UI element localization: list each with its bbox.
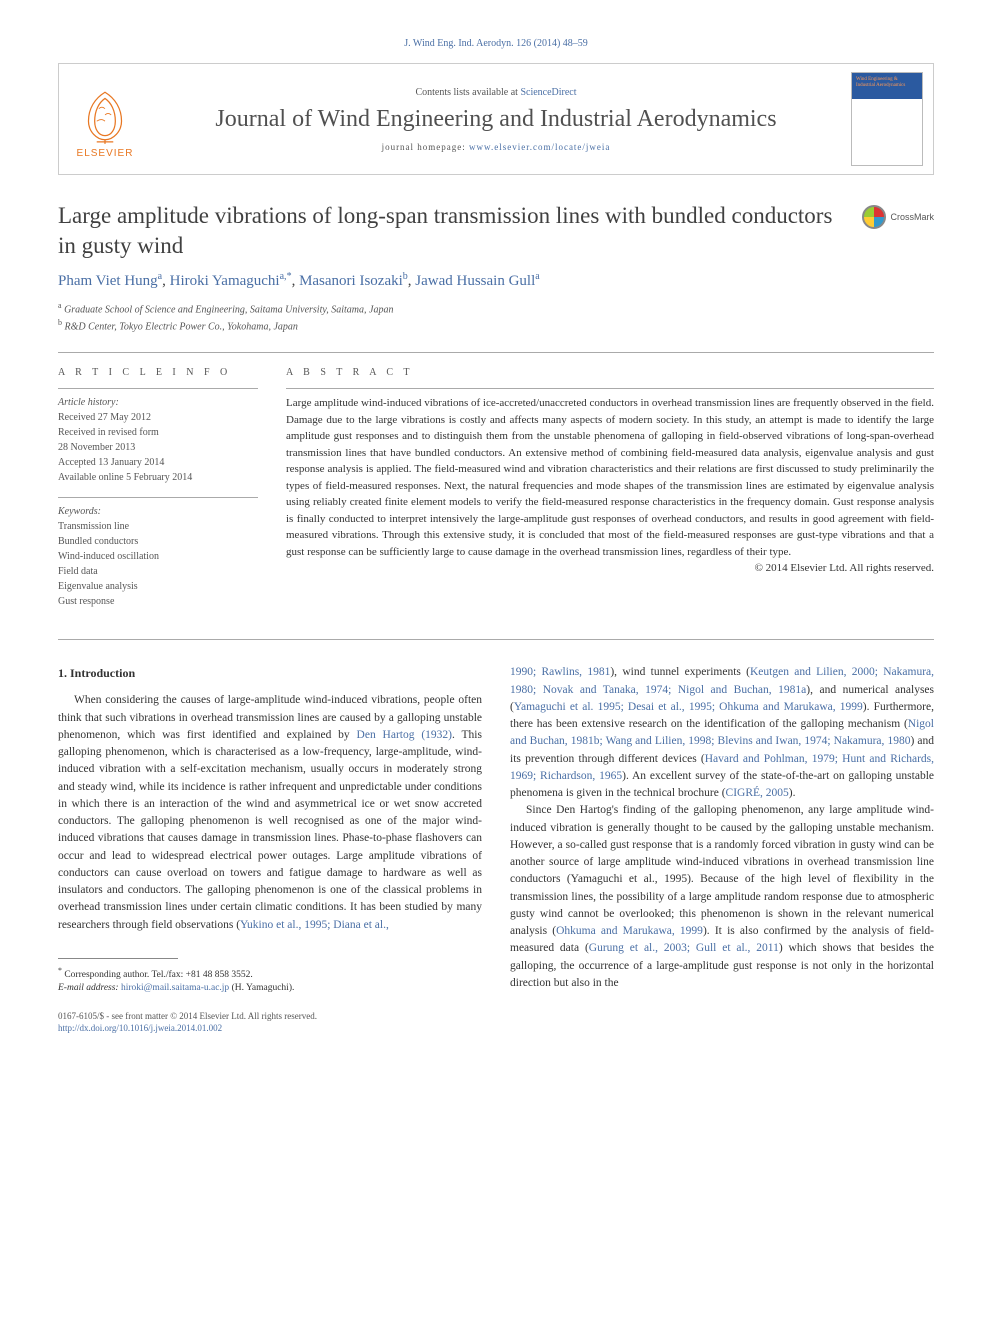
keyword: Transmission line xyxy=(58,521,129,532)
journal-header: ELSEVIER Contents lists available at Sci… xyxy=(58,63,934,175)
email-suffix: (H. Yamaguchi). xyxy=(229,983,294,993)
crossmark-badge[interactable]: CrossMark xyxy=(862,205,934,229)
citation-link[interactable]: Yukino et al., 1995; Diana et al., xyxy=(240,919,389,931)
corresponding-footnote: * Corresponding author. Tel./fax: +81 48… xyxy=(58,965,482,996)
header-center: Contents lists available at ScienceDirec… xyxy=(141,87,851,152)
title-row: Large amplitude vibrations of long-span … xyxy=(58,201,934,261)
author-link[interactable]: Jawad Hussain Gull xyxy=(415,273,535,289)
keyword: Gust response xyxy=(58,596,114,607)
elsevier-tree-icon xyxy=(74,88,136,144)
journal-name: Journal of Wind Engineering and Industri… xyxy=(149,104,843,134)
email-label: E-mail address: xyxy=(58,983,121,993)
homepage-prefix: journal homepage: xyxy=(382,142,469,152)
affiliations: a Graduate School of Science and Enginee… xyxy=(58,300,934,335)
history-line: 28 November 2013 xyxy=(58,442,135,453)
history-line: Available online 5 February 2014 xyxy=(58,472,192,483)
author-separator: , xyxy=(292,273,300,289)
footer-meta: 0167-6105/$ - see front matter © 2014 El… xyxy=(58,1010,482,1035)
history-label: Article history: xyxy=(58,397,119,408)
citation-link[interactable]: 1990; Rawlins, 1981 xyxy=(510,666,610,678)
affiliation-b: b R&D Center, Tokyo Electric Power Co., … xyxy=(58,317,934,334)
article-history-block: Article history: Received 27 May 2012 Re… xyxy=(58,388,258,485)
cover-title: Wind Engineering & Industrial Aerodynami… xyxy=(856,77,918,88)
authors-line: Pham Viet Hunga, Hiroki Yamaguchia,*, Ma… xyxy=(58,271,934,290)
citation-link[interactable]: Yamaguchi et al. 1995; Desai et al., 199… xyxy=(514,701,863,713)
journal-reference: J. Wind Eng. Ind. Aerodyn. 126 (2014) 48… xyxy=(58,38,934,49)
journal-cover-thumbnail: Wind Engineering & Industrial Aerodynami… xyxy=(851,72,923,166)
abstract-text: Large amplitude wind-induced vibrations … xyxy=(286,388,934,560)
email-link[interactable]: hiroki@mail.saitama-u.ac.jp xyxy=(121,983,229,993)
contents-line: Contents lists available at ScienceDirec… xyxy=(149,87,843,98)
section-heading: 1. Introduction xyxy=(58,664,482,682)
body-text: ). xyxy=(789,787,796,799)
contents-prefix: Contents lists available at xyxy=(415,87,520,98)
affiliation-text: R&D Center, Tokyo Electric Power Co., Yo… xyxy=(62,321,298,332)
info-abstract-row: A R T I C L E I N F O Article history: R… xyxy=(58,367,934,621)
citation-link[interactable]: Den Hartog (1932) xyxy=(357,729,452,741)
sciencedirect-link[interactable]: ScienceDirect xyxy=(520,87,576,98)
keyword: Wind-induced oscillation xyxy=(58,551,159,562)
crossmark-icon xyxy=(862,205,886,229)
author-affiliation-sup: a, xyxy=(280,271,287,282)
keyword: Bundled conductors xyxy=(58,536,138,547)
divider xyxy=(58,352,934,353)
affiliation-text: Graduate School of Science and Engineeri… xyxy=(62,304,394,315)
article-title: Large amplitude vibrations of long-span … xyxy=(58,201,842,261)
history-line: Received 27 May 2012 xyxy=(58,412,151,423)
body-text: . This galloping phenomenon, which is ch… xyxy=(58,729,482,931)
homepage-link[interactable]: www.elsevier.com/locate/jweia xyxy=(469,142,610,152)
elsevier-label: ELSEVIER xyxy=(77,148,134,159)
article-info-heading: A R T I C L E I N F O xyxy=(58,367,258,378)
body-paragraph: When considering the causes of large-amp… xyxy=(58,692,482,934)
keyword: Field data xyxy=(58,566,98,577)
abstract-heading: A B S T R A C T xyxy=(286,367,934,378)
body-paragraph: Since Den Hartog's finding of the gallop… xyxy=(510,802,934,992)
crossmark-label: CrossMark xyxy=(890,212,934,222)
footnote-text: Corresponding author. Tel./fax: +81 48 8… xyxy=(62,970,253,980)
body-text: ), wind tunnel experiments ( xyxy=(610,666,750,678)
doi-link[interactable]: http://dx.doi.org/10.1016/j.jweia.2014.0… xyxy=(58,1023,222,1033)
keyword: Eigenvalue analysis xyxy=(58,581,138,592)
homepage-line: journal homepage: www.elsevier.com/locat… xyxy=(149,142,843,152)
divider xyxy=(58,639,934,640)
front-matter-line: 0167-6105/$ - see front matter © 2014 El… xyxy=(58,1010,482,1023)
author-link[interactable]: Pham Viet Hung xyxy=(58,273,158,289)
body-paragraph: 1990; Rawlins, 1981), wind tunnel experi… xyxy=(510,664,934,802)
footnote-divider xyxy=(58,958,178,959)
author-separator: , xyxy=(162,273,170,289)
keywords-block: Keywords: Transmission line Bundled cond… xyxy=(58,497,258,609)
citation-link[interactable]: Ohkuma and Marukawa, 1999 xyxy=(556,925,703,937)
history-line: Accepted 13 January 2014 xyxy=(58,457,164,468)
page-container: J. Wind Eng. Ind. Aerodyn. 126 (2014) 48… xyxy=(0,0,992,1075)
author-link[interactable]: Masanori Isozaki xyxy=(299,273,403,289)
keywords-label: Keywords: xyxy=(58,506,101,517)
author-affiliation-sup: a xyxy=(535,271,539,282)
affiliation-a: a Graduate School of Science and Enginee… xyxy=(58,300,934,317)
copyright-line: © 2014 Elsevier Ltd. All rights reserved… xyxy=(286,562,934,574)
elsevier-logo[interactable]: ELSEVIER xyxy=(69,79,141,159)
abstract-column: A B S T R A C T Large amplitude wind-ind… xyxy=(286,367,934,621)
author-link[interactable]: Hiroki Yamaguchi xyxy=(170,273,280,289)
body-columns: 1. Introduction When considering the cau… xyxy=(58,664,934,1034)
body-text: Since Den Hartog's finding of the gallop… xyxy=(510,804,934,937)
body-column-right: 1990; Rawlins, 1981), wind tunnel experi… xyxy=(510,664,934,1034)
history-line: Received in revised form xyxy=(58,427,159,438)
article-info-column: A R T I C L E I N F O Article history: R… xyxy=(58,367,258,621)
body-column-left: 1. Introduction When considering the cau… xyxy=(58,664,482,1034)
citation-link[interactable]: Gurung et al., 2003; Gull et al., 2011 xyxy=(589,942,779,954)
citation-link[interactable]: CIGRÉ, 2005 xyxy=(726,787,789,799)
